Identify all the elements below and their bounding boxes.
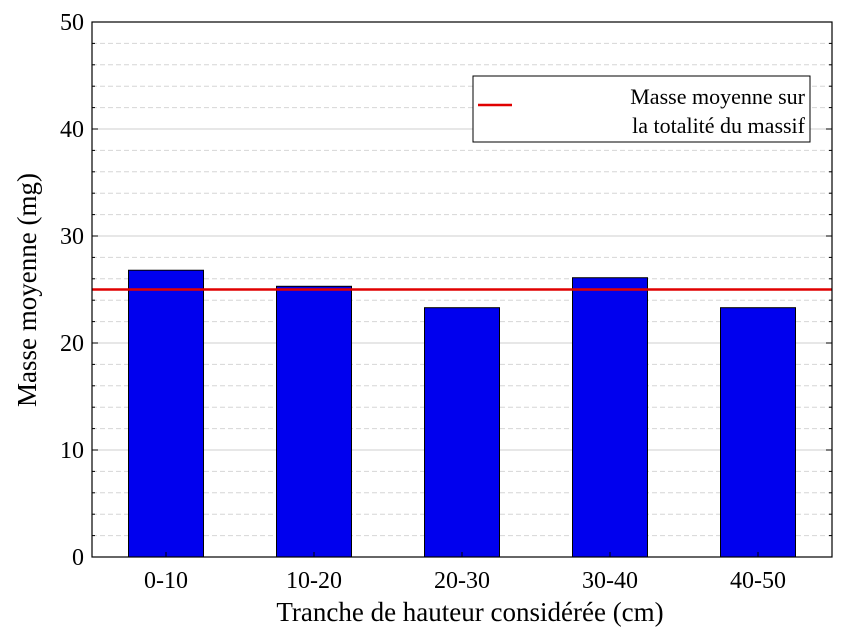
legend: Masse moyenne sur la totalité du massif	[472, 75, 811, 143]
x-tick-labels: 0-10 10-20 20-30 30-40 40-50	[144, 568, 786, 594]
y-tick-label: 30	[60, 224, 84, 250]
x-tick-label: 0-10	[144, 568, 188, 594]
bar-0-10	[128, 269, 204, 558]
bar-20-30	[424, 307, 500, 558]
bar-30-40	[572, 277, 648, 558]
bar-40-50	[720, 307, 796, 558]
x-tick-label: 30-40	[582, 568, 638, 594]
y-tick-label: 20	[60, 331, 84, 357]
y-tick-label: 10	[60, 438, 84, 464]
legend-label-line1: Masse moyenne sur	[630, 84, 805, 109]
y-tick-label: 0	[72, 545, 84, 571]
y-tick-label: 50	[60, 10, 84, 36]
x-tick-label: 40-50	[730, 568, 786, 594]
y-tick-labels: 0 10 20 30 40 50	[60, 10, 84, 571]
y-axis-title: Masse moyenne (mg)	[12, 173, 42, 407]
legend-box	[472, 75, 811, 143]
bar-10-20	[276, 285, 352, 558]
x-axis-title: Tranche de hauteur considérée (cm)	[276, 597, 663, 627]
bars	[128, 269, 796, 558]
x-tick-label: 20-30	[434, 568, 490, 594]
y-tick-label: 40	[60, 117, 84, 143]
axis-ticks	[92, 21, 832, 558]
legend-label-line2: la totalité du massif	[632, 113, 806, 138]
x-tick-label: 10-20	[286, 568, 342, 594]
